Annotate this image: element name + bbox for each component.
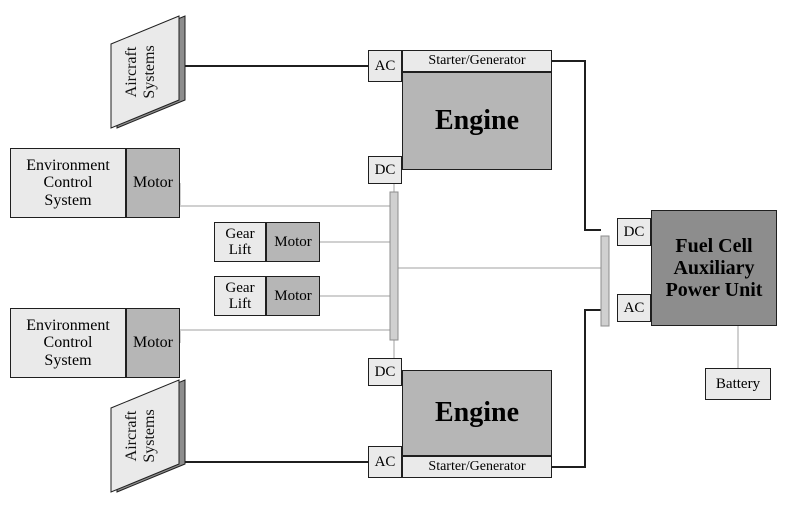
block-battery: Battery: [705, 368, 771, 400]
block-gear_bot_motor-label: Motor: [274, 288, 312, 305]
block-sg_bot-label: Starter/Generator: [428, 459, 525, 474]
block-fcapu: Fuel Cell Auxiliary Power Unit: [651, 210, 777, 326]
block-aircraft_systems_bot-shape: [111, 380, 179, 492]
block-battery-label: Battery: [716, 376, 760, 393]
block-dc_bot-label: DC: [375, 364, 396, 381]
bus-vbus_right: [601, 236, 609, 326]
block-dc_bot: DC: [368, 358, 402, 386]
sg-top-to-right: [552, 61, 601, 230]
bus-vbus_left: [390, 192, 398, 340]
block-aircraft_systems_top-shadow: [117, 16, 185, 128]
block-gear_bot-label: Gear Lift: [225, 280, 254, 313]
block-fcapu-label: Fuel Cell Auxiliary Power Unit: [666, 235, 763, 301]
block-dc_top-label: DC: [375, 162, 396, 179]
block-ecs_bot: Environment Control System: [10, 308, 126, 378]
block-ecs_top_motor-label: Motor: [133, 174, 173, 192]
block-ac_bot: AC: [368, 446, 402, 478]
block-ac_right-label: AC: [624, 300, 645, 317]
block-dc_right: DC: [617, 218, 651, 246]
block-ac_top: AC: [368, 50, 402, 82]
block-ecs_top-label: Environment Control System: [26, 157, 110, 210]
block-aircraft_systems_bot-label: AircraftSystems: [123, 409, 158, 462]
block-aircraft_systems_top-shape: [111, 16, 179, 128]
block-gear_bot_motor: Motor: [266, 276, 320, 316]
block-ecs_top: Environment Control System: [10, 148, 126, 218]
block-ac_bot-label: AC: [375, 454, 396, 471]
block-aircraft_systems_top-label: AircraftSystems: [123, 45, 158, 98]
block-ac_top-label: AC: [375, 58, 396, 75]
block-sg_bot: Starter/Generator: [402, 456, 552, 478]
block-gear_top: Gear Lift: [214, 222, 266, 262]
block-engine_top: Engine: [402, 72, 552, 170]
block-sg_top: Starter/Generator: [402, 50, 552, 72]
block-ecs_bot-label: Environment Control System: [26, 317, 110, 370]
diagram-stage: { "type": "block-diagram", "canvas": { "…: [0, 0, 791, 506]
block-gear_top_motor: Motor: [266, 222, 320, 262]
block-dc_top: DC: [368, 156, 402, 184]
block-engine_bot-label: Engine: [435, 398, 519, 429]
block-ac_right: AC: [617, 294, 651, 322]
block-sg_top-label: Starter/Generator: [428, 53, 525, 68]
block-gear_top_motor-label: Motor: [274, 234, 312, 251]
block-ecs_top_motor: Motor: [126, 148, 180, 218]
block-ecs_bot_motor-label: Motor: [133, 334, 173, 352]
block-gear_bot: Gear Lift: [214, 276, 266, 316]
block-aircraft_systems_bot-shadow: [117, 380, 185, 492]
block-dc_right-label: DC: [624, 224, 645, 241]
block-engine_bot: Engine: [402, 370, 552, 456]
block-ecs_bot_motor: Motor: [126, 308, 180, 378]
block-gear_top-label: Gear Lift: [225, 226, 254, 259]
sg-bot-to-right: [552, 310, 601, 467]
block-engine_top-label: Engine: [435, 106, 519, 137]
